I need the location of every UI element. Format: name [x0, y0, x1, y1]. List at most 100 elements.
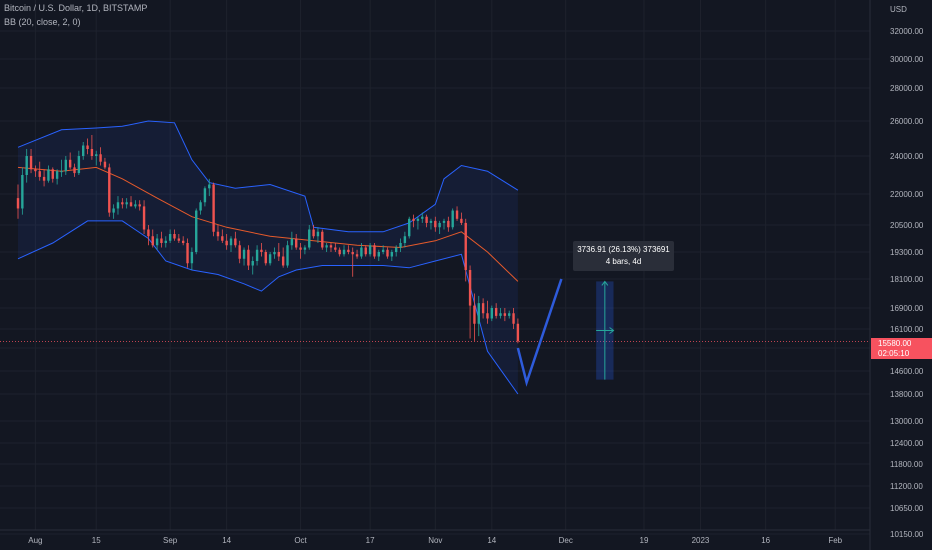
y-tick-label: 11200.00 [890, 482, 923, 491]
candle-body [381, 249, 385, 252]
y-tick-label: 30000.00 [890, 55, 924, 64]
bollinger-bands [0, 120, 870, 395]
candle-body [121, 202, 124, 205]
currency-label: USD [890, 5, 907, 14]
time-axis[interactable]: Aug 15 Sep 14 Oct 17 Nov 14 Dec 19 2023 16 Feb [28, 536, 842, 545]
candle-body [129, 202, 133, 207]
candle-body [368, 245, 372, 255]
x-tick-label: 2023 [692, 536, 710, 545]
candle-body [221, 236, 224, 241]
indicator-legend[interactable]: BB (20, close, 2, 0) [4, 17, 81, 27]
candle-body [473, 305, 476, 324]
candle-body [499, 313, 502, 316]
candles [16, 135, 520, 344]
candle-body [486, 313, 489, 319]
y-tick-label: 13000.00 [890, 417, 924, 426]
candle-body [290, 238, 294, 246]
candle-body [229, 238, 233, 246]
lower-band-line [17, 220, 519, 395]
candle-body [421, 216, 424, 219]
drawings[interactable] [516, 278, 615, 387]
candle-body [303, 247, 307, 250]
candle-body [386, 249, 389, 257]
x-tick-label: 19 [640, 536, 649, 545]
last-price-label: 15580.00 [871, 338, 932, 349]
x-tick-label: 16 [761, 536, 770, 545]
grid-lines [0, 0, 870, 535]
x-tick-label: Aug [28, 536, 42, 545]
candle-body [429, 220, 433, 223]
candle-body [225, 240, 228, 246]
candle-body [34, 169, 37, 172]
candle-body [425, 216, 428, 223]
candle-body [295, 238, 298, 248]
measure-up-arrow [601, 280, 609, 286]
y-tick-label: 16900.00 [890, 304, 924, 313]
candle-body [238, 245, 241, 259]
x-tick-label: Dec [559, 536, 573, 545]
candle-body [355, 254, 359, 257]
candle-body [242, 249, 246, 259]
candle-body [42, 176, 46, 181]
candle-body [68, 159, 72, 168]
candle-body [51, 169, 54, 179]
candle-body [412, 218, 415, 221]
candle-body [255, 249, 259, 261]
candle-body [403, 236, 407, 243]
y-tick-label: 22000.00 [890, 190, 924, 199]
candle-body [73, 167, 76, 174]
candle-body [364, 247, 367, 255]
candle-body [281, 256, 285, 266]
candle-body [399, 243, 402, 248]
x-tick-label: 17 [366, 536, 375, 545]
candle-body [77, 156, 81, 174]
measure-tooltip: 3736.91 (26.13%) 373691 4 bars, 4d [573, 241, 674, 271]
candle-body [477, 303, 480, 324]
candle-body [38, 171, 41, 177]
candle-body [181, 240, 185, 243]
candle-body [247, 249, 250, 266]
candle-body [360, 247, 363, 257]
candle-body [186, 243, 189, 264]
y-tick-label: 18100.00 [890, 275, 924, 284]
candle-body [512, 313, 515, 324]
countdown-label: 02:05:10 [871, 348, 932, 359]
candle-body [195, 210, 198, 252]
candle-body [47, 169, 50, 181]
candle-body [451, 210, 454, 228]
candle-body [21, 175, 24, 209]
candle-body [460, 218, 463, 223]
projection-path[interactable] [516, 278, 563, 387]
candle-body [112, 208, 115, 213]
y-tick-label: 13800.00 [890, 390, 924, 399]
candle-body [464, 222, 467, 270]
candle-body [516, 323, 520, 342]
band-fill [18, 121, 518, 394]
candle-body [455, 210, 459, 219]
candle-body [142, 206, 146, 230]
x-tick-label: Oct [294, 536, 307, 545]
symbol-title[interactable]: Bitcoin / U.S. Dollar, 1D, BITSTAMP [4, 3, 148, 13]
candle-body [434, 220, 437, 228]
candle-body [334, 247, 337, 250]
candle-body [190, 252, 194, 264]
candle-body [351, 252, 354, 255]
candle-body [342, 249, 346, 255]
candle-body [116, 202, 120, 209]
y-tick-label: 14600.00 [890, 367, 924, 376]
candle-body [442, 220, 446, 223]
x-tick-label: Sep [163, 536, 178, 545]
measure-right-arrow [609, 327, 615, 334]
candle-body [264, 252, 267, 264]
candle-body [377, 252, 380, 257]
candle-body [438, 222, 441, 228]
candle-body [212, 184, 215, 232]
candle-body [394, 247, 398, 252]
candle-body [338, 249, 341, 255]
candle-body [468, 270, 472, 306]
candle-body [277, 252, 281, 257]
candle-body [108, 167, 111, 213]
candle-body [55, 171, 59, 179]
